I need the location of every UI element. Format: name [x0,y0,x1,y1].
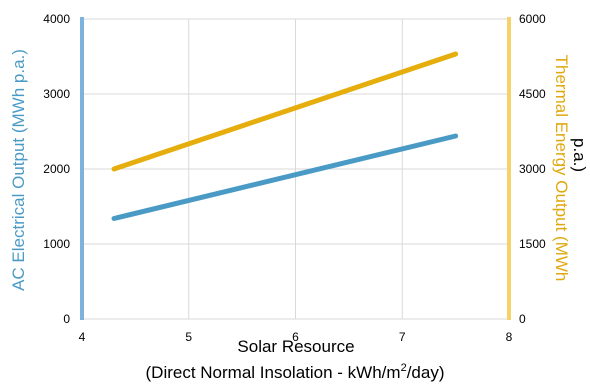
y-right-tick-label: 4500 [519,87,546,101]
y-left-tick-label: 2000 [43,162,70,176]
y-right-tick-label: 0 [519,312,526,326]
y-right-tick-label: 3000 [519,162,546,176]
y-left-tick-label: 0 [63,312,70,326]
y-left-tick-label: 1000 [43,237,70,251]
x-tick-label: 8 [506,330,513,344]
y-left-tick-label: 3000 [43,87,70,101]
axes-group [80,17,511,320]
x-axis-label-line2: (Direct Normal Insolation - kWh/m2/day) [146,362,445,382]
x-tick-label: 7 [399,330,406,344]
y-right-tick-label: 6000 [519,12,546,26]
y-axis-left-label: AC Electrical Output (MWh p.a.) [9,49,28,291]
x-tick-label: 5 [185,330,192,344]
y-axis-right-label-line1: Thermal Energy Output (MWh [552,55,571,282]
series-line-ac-electrical [111,133,459,221]
x-axis-label-line1: Solar Resource [237,337,354,356]
x-tick-label: 4 [79,330,86,344]
y-right-tick-label: 1500 [519,237,546,251]
series-line-thermal-energy [111,51,459,172]
y-axis-right-label-line2: p.a.) [570,138,589,172]
x-tick-label: 6 [292,330,299,344]
series-group [111,51,459,221]
y-left-tick-label: 4000 [43,12,70,26]
grid-lines [82,18,509,319]
